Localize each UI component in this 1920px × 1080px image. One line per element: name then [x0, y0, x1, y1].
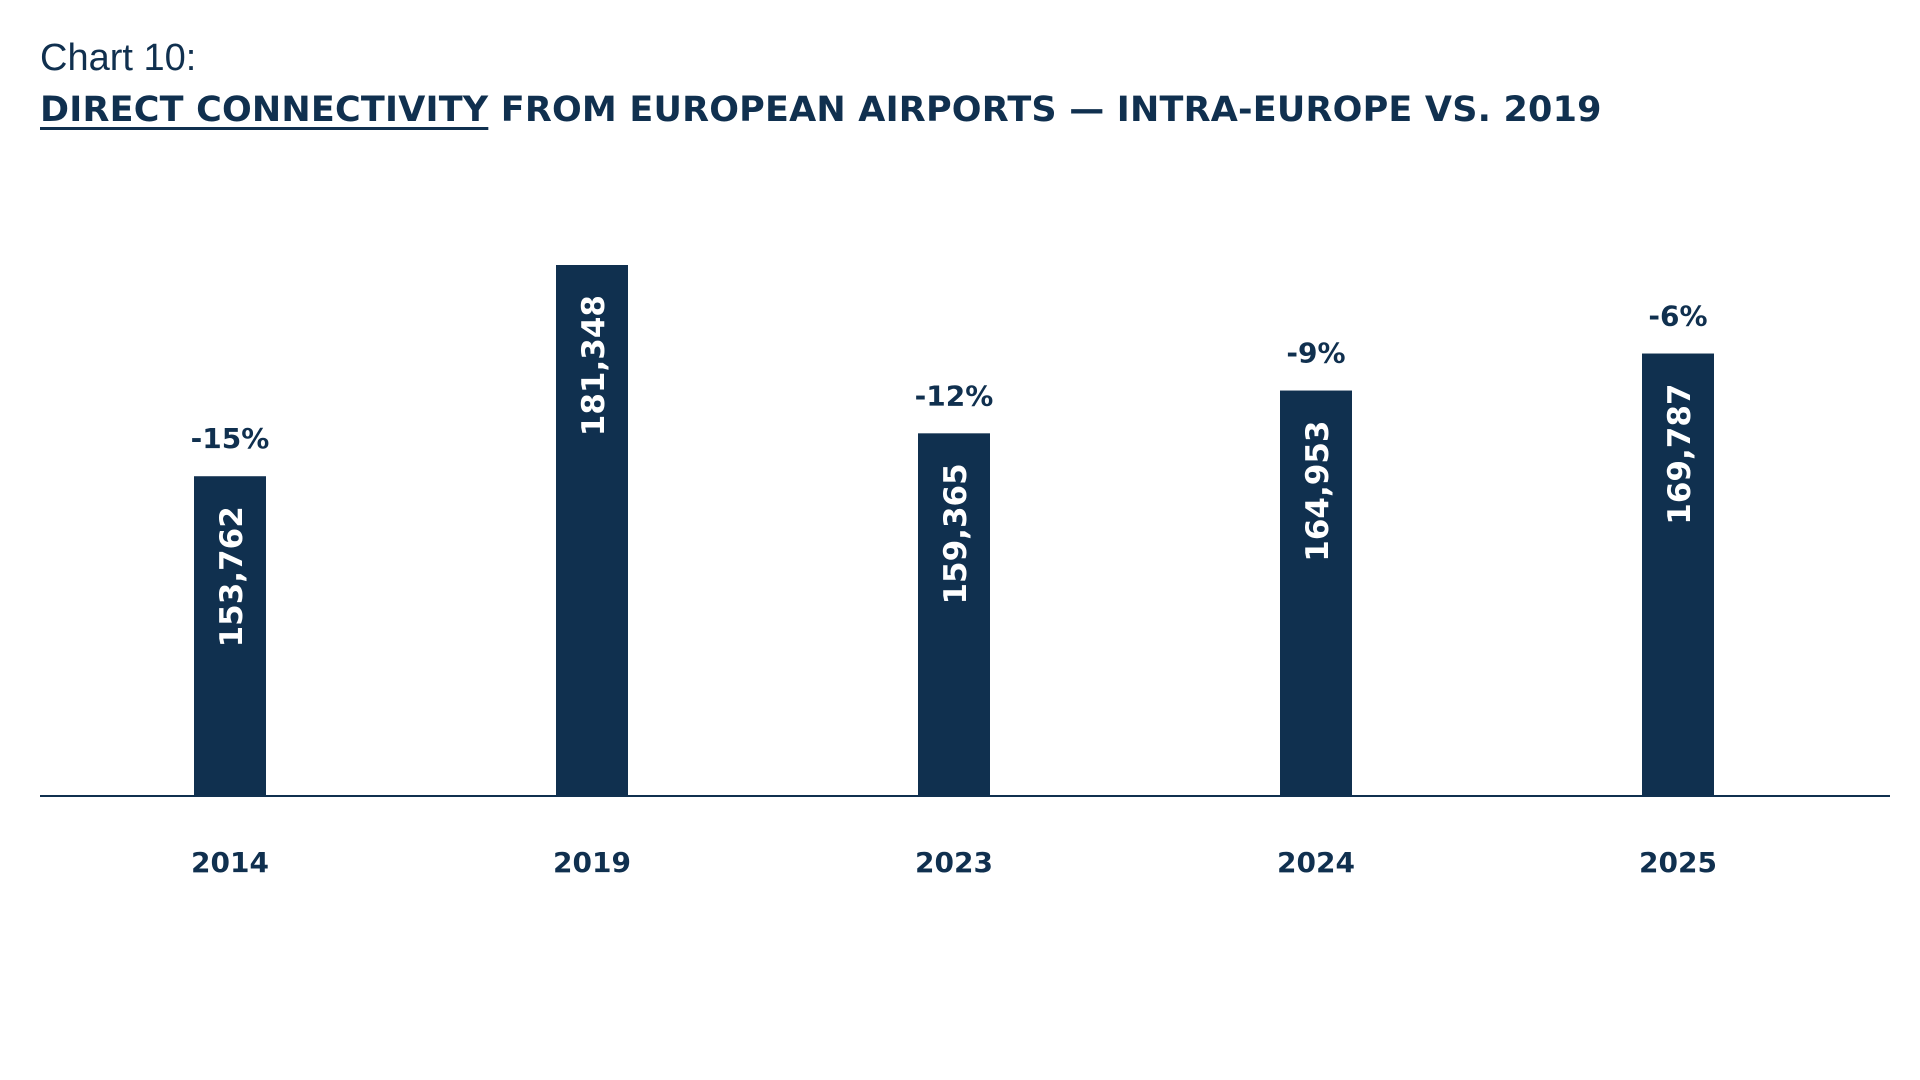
bar-2024 — [1280, 390, 1352, 796]
change-label-2023: -12% — [915, 379, 994, 412]
x-tick-label-2023: 2023 — [915, 846, 993, 879]
change-label-2024: -9% — [1286, 337, 1345, 370]
bar-value-label-2023: 159,365 — [938, 463, 974, 604]
bar-value-label-2014: 153,762 — [214, 506, 250, 647]
chart-title-rest: FROM EUROPEAN AIRPORTS — INTRA-EUROPE VS… — [488, 90, 1602, 130]
x-tick-label-2014: 2014 — [191, 846, 269, 879]
change-label-2014: -15% — [191, 422, 270, 455]
chart-header: Chart 10: DIRECT CONNECTIVITY FROM EUROP… — [40, 34, 1602, 138]
x-tick-label-2024: 2024 — [1277, 846, 1355, 879]
bar-2025 — [1642, 353, 1714, 796]
chart-number-label: Chart 10: — [40, 37, 197, 79]
bar-2014 — [194, 476, 266, 796]
bar-2023 — [918, 433, 990, 796]
chart-title-underlined: DIRECT CONNECTIVITY — [40, 90, 489, 130]
bar-value-label-2024: 164,953 — [1300, 421, 1336, 562]
bar-value-label-2025: 169,787 — [1662, 384, 1698, 525]
x-tick-label-2019: 2019 — [553, 846, 631, 879]
chart-title: DIRECT CONNECTIVITY FROM EUROPEAN AIRPOR… — [40, 82, 1602, 138]
change-label-2025: -6% — [1648, 300, 1707, 333]
bar-2019 — [556, 265, 628, 796]
x-tick-label-2025: 2025 — [1639, 846, 1717, 879]
bar-value-label-2019: 181,348 — [576, 295, 612, 436]
